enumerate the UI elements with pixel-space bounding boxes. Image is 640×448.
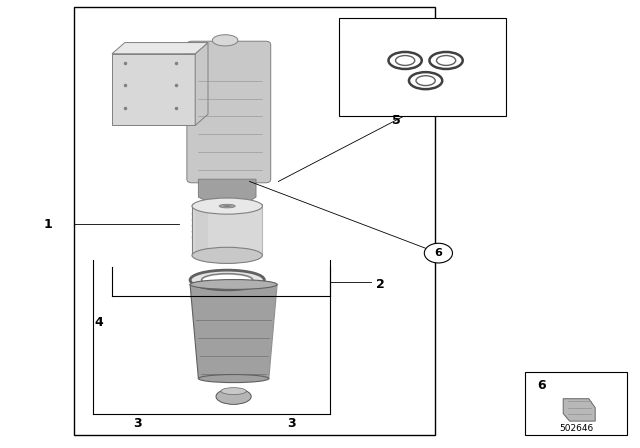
Ellipse shape bbox=[221, 388, 246, 395]
Text: 4: 4 bbox=[95, 316, 104, 329]
Bar bbox=[195, 206, 208, 255]
Ellipse shape bbox=[192, 216, 262, 224]
Ellipse shape bbox=[192, 233, 262, 241]
Polygon shape bbox=[190, 284, 277, 379]
Text: 6: 6 bbox=[435, 248, 442, 258]
Ellipse shape bbox=[212, 35, 238, 46]
Ellipse shape bbox=[192, 210, 262, 218]
Ellipse shape bbox=[219, 204, 236, 208]
Ellipse shape bbox=[192, 198, 262, 214]
Bar bbox=[339, 18, 506, 116]
Bar bbox=[192, 206, 262, 255]
Bar bbox=[192, 204, 262, 244]
Ellipse shape bbox=[192, 222, 262, 230]
Polygon shape bbox=[198, 179, 256, 213]
Ellipse shape bbox=[388, 52, 422, 69]
Polygon shape bbox=[112, 43, 208, 54]
Polygon shape bbox=[195, 43, 208, 125]
Ellipse shape bbox=[202, 274, 253, 286]
Ellipse shape bbox=[436, 56, 456, 65]
Text: 3: 3 bbox=[133, 417, 142, 430]
Text: 1: 1 bbox=[44, 217, 52, 231]
Ellipse shape bbox=[416, 76, 435, 86]
Text: 2: 2 bbox=[376, 278, 385, 291]
Ellipse shape bbox=[409, 72, 442, 89]
Ellipse shape bbox=[396, 56, 415, 65]
Polygon shape bbox=[563, 399, 595, 421]
Text: 3: 3 bbox=[287, 417, 296, 430]
Text: 6: 6 bbox=[538, 379, 546, 392]
Bar bbox=[74, 7, 435, 435]
Circle shape bbox=[424, 243, 452, 263]
Text: 502646: 502646 bbox=[559, 424, 593, 433]
Text: 5: 5 bbox=[392, 114, 401, 127]
Ellipse shape bbox=[429, 52, 463, 69]
Ellipse shape bbox=[192, 228, 262, 236]
Bar bbox=[525, 372, 627, 435]
Bar bbox=[112, 54, 195, 125]
Ellipse shape bbox=[198, 375, 269, 383]
Ellipse shape bbox=[223, 205, 231, 207]
Ellipse shape bbox=[190, 270, 264, 290]
Ellipse shape bbox=[192, 247, 262, 263]
Ellipse shape bbox=[190, 280, 277, 289]
FancyBboxPatch shape bbox=[187, 41, 271, 183]
Ellipse shape bbox=[216, 388, 251, 405]
